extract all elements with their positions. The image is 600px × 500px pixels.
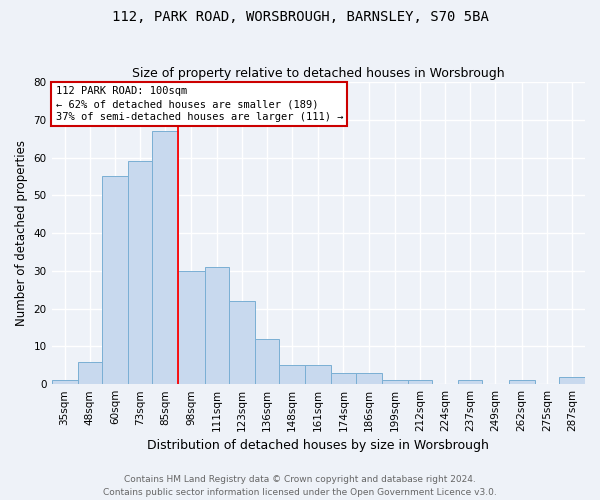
Y-axis label: Number of detached properties: Number of detached properties	[15, 140, 28, 326]
Bar	[229, 301, 255, 384]
Text: 112 PARK ROAD: 100sqm
← 62% of detached houses are smaller (189)
37% of semi-det: 112 PARK ROAD: 100sqm ← 62% of detached …	[56, 86, 343, 122]
Bar	[331, 373, 356, 384]
X-axis label: Distribution of detached houses by size in Worsbrough: Distribution of detached houses by size …	[148, 440, 489, 452]
Bar	[305, 366, 331, 384]
Bar	[509, 380, 535, 384]
Bar	[279, 366, 305, 384]
Text: 112, PARK ROAD, WORSBROUGH, BARNSLEY, S70 5BA: 112, PARK ROAD, WORSBROUGH, BARNSLEY, S7…	[112, 10, 488, 24]
Bar	[255, 339, 279, 384]
Bar	[52, 380, 78, 384]
Bar	[458, 380, 482, 384]
Bar	[382, 380, 408, 384]
Bar	[152, 131, 178, 384]
Bar	[78, 362, 102, 384]
Bar	[102, 176, 128, 384]
Text: Contains HM Land Registry data © Crown copyright and database right 2024.
Contai: Contains HM Land Registry data © Crown c…	[103, 476, 497, 497]
Bar	[559, 376, 585, 384]
Bar	[178, 271, 205, 384]
Bar	[408, 380, 432, 384]
Title: Size of property relative to detached houses in Worsbrough: Size of property relative to detached ho…	[132, 66, 505, 80]
Bar	[205, 267, 229, 384]
Bar	[128, 162, 152, 384]
Bar	[356, 373, 382, 384]
